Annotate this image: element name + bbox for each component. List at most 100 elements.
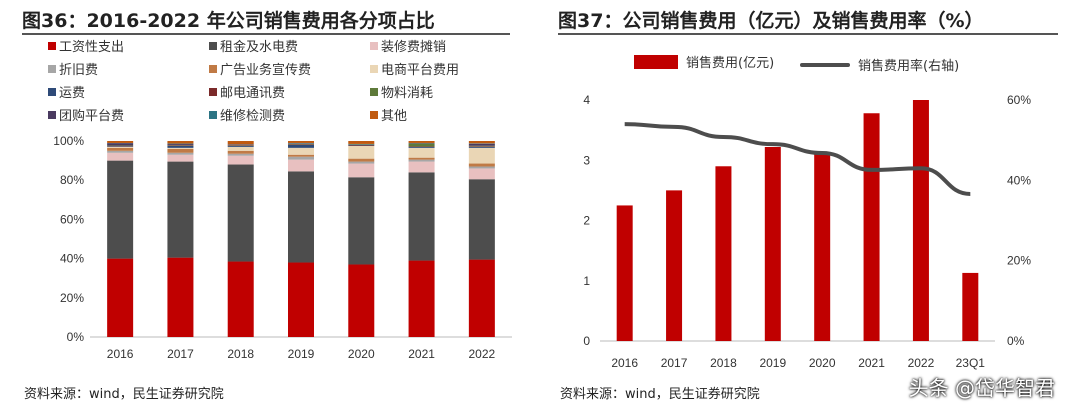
bar-segment — [408, 146, 435, 148]
bar-segment — [167, 148, 194, 153]
bar-segment — [167, 145, 194, 146]
bar-segment — [288, 262, 314, 337]
legend-label: 销售费用(亿元) — [686, 56, 775, 71]
legend-label: 邮电通讯费 — [220, 86, 286, 101]
bar-segment — [288, 143, 314, 145]
bar-segment — [408, 157, 435, 160]
bar-segment — [227, 261, 254, 337]
bar-segment — [468, 143, 495, 146]
bar — [863, 113, 880, 341]
legend-item: 其他 — [370, 105, 407, 124]
y2-tick-label: 40% — [1007, 173, 1031, 187]
bar-segment — [107, 258, 134, 337]
bar-segment — [227, 150, 254, 154]
bar-segment — [107, 160, 134, 259]
legend-swatch — [634, 54, 678, 69]
bar-segment — [288, 144, 314, 148]
legend-label: 运费 — [59, 86, 86, 101]
legend-swatch — [370, 87, 378, 96]
chart-title-right: 图37：公司销售费用（亿元）及销售费用率（%） — [558, 10, 984, 32]
bar-segment — [468, 168, 495, 180]
legend-item: 维修检测费 — [209, 105, 285, 124]
bar-segment — [468, 141, 495, 144]
y-tick-label: 2 — [583, 214, 590, 228]
legend-item: 销售费用率(右轴) — [800, 55, 959, 74]
y-tick-label: 60% — [60, 212, 84, 226]
x-tick-label: 2016 — [611, 356, 638, 370]
source-note: 资料来源：wind，民生证券研究院 — [560, 387, 760, 402]
bar-segment — [107, 152, 134, 161]
bar-segment — [468, 145, 495, 147]
bar-segment — [288, 159, 314, 172]
bar-segment — [107, 150, 134, 153]
legend-item: 电商平台费用 — [370, 59, 459, 78]
legend-swatch — [48, 87, 56, 96]
bar — [912, 100, 929, 341]
bar-segment — [107, 143, 134, 146]
bar-segment — [408, 172, 435, 261]
y-tick-label: 80% — [60, 173, 84, 187]
bar-segment — [408, 143, 435, 147]
x-tick-label: 2016 — [107, 347, 134, 361]
title-divider — [22, 33, 510, 35]
x-tick-label: 2020 — [348, 347, 375, 361]
legend-label: 团购平台费 — [59, 109, 125, 124]
legend-label: 物料消耗 — [381, 86, 434, 101]
legend-label: 租金及水电费 — [220, 40, 299, 55]
y-tick-label: 40% — [60, 252, 84, 266]
bar-segment — [288, 154, 314, 157]
bar-segment — [167, 161, 194, 258]
bar-segment — [167, 143, 194, 145]
legend-swatch — [48, 64, 56, 73]
legend-item: 团购平台费 — [48, 105, 124, 124]
x-tick-label: 2019 — [759, 356, 786, 370]
bar-segment — [468, 146, 495, 147]
bar — [666, 190, 683, 341]
legend-swatch — [209, 87, 217, 96]
bar-segment — [348, 158, 375, 162]
bar-segment — [288, 141, 314, 143]
x-tick-label: 2019 — [288, 347, 315, 361]
legend-swatch — [209, 64, 217, 73]
legend-swatch — [800, 62, 850, 67]
legend-item: 折旧费 — [48, 59, 98, 78]
x-tick-label: 2018 — [227, 347, 254, 361]
chart-title-left: 图36：2016-2022 年公司销售费用各分项占比 — [22, 10, 435, 32]
bar-segment — [408, 159, 435, 162]
x-tick-label: 2022 — [908, 356, 935, 370]
y-tick-label: 20% — [60, 291, 84, 305]
watermark: 头条 @岱华智君 — [908, 376, 1055, 400]
legend-item: 运费 — [48, 82, 85, 101]
bar-segment — [348, 145, 375, 159]
bar-segment — [107, 141, 134, 143]
legend-label: 其他 — [381, 109, 408, 124]
legend-label: 电商平台费用 — [381, 63, 460, 78]
bar-segment — [408, 147, 435, 158]
bar-segment — [348, 264, 375, 337]
legend-swatch — [48, 41, 56, 50]
legend-swatch — [209, 41, 217, 50]
y2-tick-label: 60% — [1007, 93, 1031, 107]
legend-swatch — [370, 64, 378, 73]
bar-segment — [227, 153, 254, 156]
x-tick-label: 23Q1 — [956, 356, 986, 370]
bar — [616, 205, 633, 341]
legend-label: 装修费摊销 — [381, 40, 447, 55]
bar-segment — [167, 141, 194, 144]
legend-item: 邮电通讯费 — [209, 82, 285, 101]
bar-segment — [348, 144, 375, 146]
bar-segment — [167, 154, 194, 162]
legend-label: 工资性支出 — [59, 40, 125, 55]
bar-segment — [167, 147, 194, 149]
legend-item: 销售费用(亿元) — [634, 52, 774, 71]
bar-segment — [227, 155, 254, 165]
bar-segment — [348, 177, 375, 265]
legend-item: 物料消耗 — [370, 82, 433, 101]
bar-segment — [408, 260, 435, 337]
bar-segment — [227, 164, 254, 262]
bar-segment — [468, 259, 495, 337]
title-divider — [558, 33, 1058, 35]
bar-segment — [227, 145, 254, 147]
bar — [764, 146, 781, 341]
